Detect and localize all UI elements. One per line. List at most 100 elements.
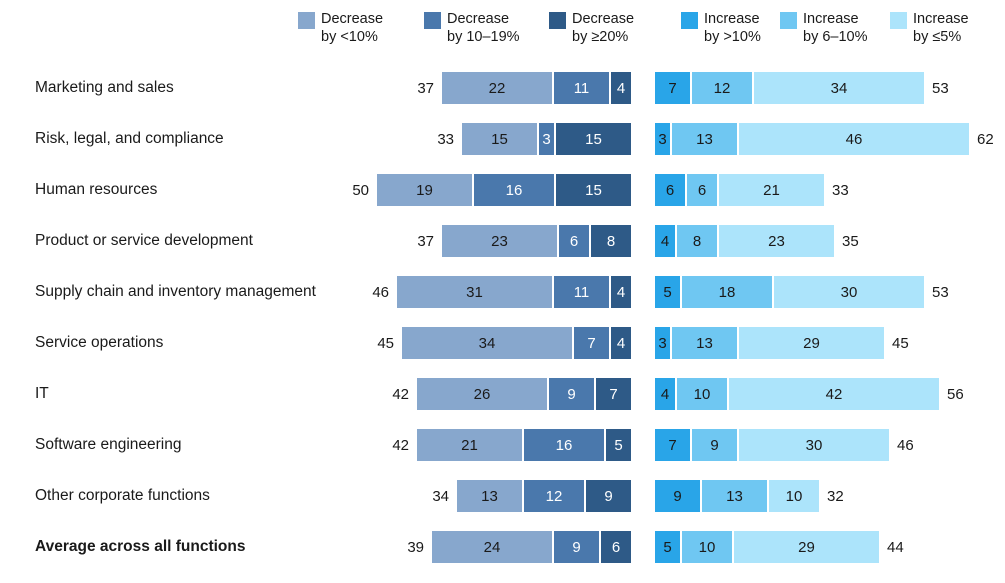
bar-segment-increase-2: 10 <box>682 531 732 563</box>
legend-swatch-increase-le5 <box>890 12 907 29</box>
bar-segment-increase-2: 18 <box>682 276 772 308</box>
increase-total: 53 <box>932 79 949 97</box>
row-label: IT <box>35 385 49 402</box>
chart-row: Human resources 50 19 16 15 6 6 21 33 <box>0 174 1005 206</box>
legend-label: Increase by ≤5% <box>913 11 969 45</box>
increase-total: 32 <box>827 487 844 505</box>
bar-segment-decrease-3: 15 <box>556 123 631 155</box>
bar-segment-decrease-1: 21 <box>417 429 522 461</box>
legend-item-increase-gt10: Increase by >10% <box>681 10 761 46</box>
row-label: Average across all functions <box>35 538 246 555</box>
decrease-bar-group: 46 31 11 4 <box>0 276 631 308</box>
bar-segment-increase-1: 5 <box>655 276 680 308</box>
chart-row: Average across all functions 39 24 9 6 5 10 29 4… <box>0 531 1005 563</box>
bar-segment-decrease-3: 9 <box>586 480 631 512</box>
bar-segment-increase-1: 5 <box>655 531 680 563</box>
decrease-total: 39 <box>407 538 424 556</box>
bar-segment-decrease-1: 31 <box>397 276 552 308</box>
decrease-bar-group: 33 15 3 15 <box>0 123 631 155</box>
legend-item-decrease-10-19: Decrease by 10–19% <box>424 10 520 46</box>
decrease-total: 45 <box>377 334 394 352</box>
increase-bar-group: 7 12 34 53 <box>655 72 949 104</box>
row-label: Service operations <box>35 334 164 351</box>
increase-total: 53 <box>932 283 949 301</box>
bar-segment-decrease-1: 13 <box>457 480 522 512</box>
bar-segment-decrease-3: 5 <box>606 429 631 461</box>
bar-segment-increase-1: 6 <box>655 174 685 206</box>
chart-row: Service operations 45 34 7 4 3 13 29 45 <box>0 327 1005 359</box>
decrease-total: 42 <box>392 385 409 403</box>
bar-segment-decrease-1: 15 <box>462 123 537 155</box>
decrease-total: 50 <box>352 181 369 199</box>
decrease-total: 37 <box>417 232 434 250</box>
decrease-total: 37 <box>417 79 434 97</box>
row-label: Risk, legal, and compliance <box>35 130 224 147</box>
bar-segment-decrease-1: 34 <box>402 327 572 359</box>
legend-item-decrease-lt10: Decrease by <10% <box>298 10 383 46</box>
bar-segment-decrease-2: 16 <box>474 174 554 206</box>
bar-segment-decrease-2: 9 <box>554 531 599 563</box>
increase-bar-group: 9 13 10 32 <box>655 480 844 512</box>
row-label: Marketing and sales <box>35 79 174 96</box>
row-label: Product or service development <box>35 232 253 249</box>
bar-segment-increase-3: 30 <box>774 276 924 308</box>
bar-segment-increase-2: 13 <box>702 480 767 512</box>
bar-segment-decrease-3: 8 <box>591 225 631 257</box>
increase-total: 46 <box>897 436 914 454</box>
decrease-bar-group: 39 24 9 6 <box>0 531 631 563</box>
bar-segment-increase-3: 29 <box>739 327 884 359</box>
chart-row: Product or service development 37 23 6 8 4 8 23… <box>0 225 1005 257</box>
chart-row: Software engineering 42 21 16 5 7 9 30 46 <box>0 429 1005 461</box>
bar-segment-decrease-1: 23 <box>442 225 557 257</box>
bar-segment-increase-1: 3 <box>655 123 670 155</box>
decrease-bar-group: 45 34 7 4 <box>0 327 631 359</box>
legend-swatch-increase-6-10 <box>780 12 797 29</box>
bar-segment-increase-2: 13 <box>672 327 737 359</box>
chart-row: IT 42 26 9 7 4 10 42 56 <box>0 378 1005 410</box>
legend-item-increase-6-10: Increase by 6–10% <box>780 10 868 46</box>
decrease-total: 34 <box>432 487 449 505</box>
legend-label: Increase by 6–10% <box>803 11 868 45</box>
legend-swatch-decrease-ge20 <box>549 12 566 29</box>
increase-total: 62 <box>977 130 994 148</box>
legend-swatch-increase-gt10 <box>681 12 698 29</box>
legend-label: Decrease by 10–19% <box>447 11 520 45</box>
legend-item-increase-le5: Increase by ≤5% <box>890 10 969 46</box>
bar-segment-decrease-1: 24 <box>432 531 552 563</box>
bar-segment-decrease-2: 11 <box>554 72 609 104</box>
increase-total: 35 <box>842 232 859 250</box>
increase-bar-group: 6 6 21 33 <box>655 174 849 206</box>
bar-segment-increase-3: 46 <box>739 123 969 155</box>
decrease-bar-group: 37 23 6 8 <box>0 225 631 257</box>
legend-swatch-decrease-10-19 <box>424 12 441 29</box>
increase-total: 56 <box>947 385 964 403</box>
increase-total: 45 <box>892 334 909 352</box>
decrease-total: 33 <box>437 130 454 148</box>
decrease-total: 46 <box>372 283 389 301</box>
bar-segment-decrease-1: 19 <box>377 174 472 206</box>
bar-segment-increase-3: 34 <box>754 72 924 104</box>
bar-segment-decrease-2: 3 <box>539 123 554 155</box>
bar-segment-increase-3: 29 <box>734 531 879 563</box>
bar-segment-decrease-3: 4 <box>611 327 631 359</box>
row-label: Supply chain and inventory management <box>35 283 316 300</box>
chart-row: Other corporate functions 34 13 12 9 9 13 10 32 <box>0 480 1005 512</box>
increase-bar-group: 7 9 30 46 <box>655 429 914 461</box>
bar-segment-decrease-3: 4 <box>611 276 631 308</box>
decrease-bar-group: 37 22 11 4 <box>0 72 631 104</box>
decrease-bar-group: 42 21 16 5 <box>0 429 631 461</box>
bar-segment-decrease-1: 22 <box>442 72 552 104</box>
bar-segment-increase-1: 7 <box>655 429 690 461</box>
increase-total: 33 <box>832 181 849 199</box>
increase-bar-group: 5 18 30 53 <box>655 276 949 308</box>
bar-segment-increase-1: 4 <box>655 225 675 257</box>
bar-segment-decrease-2: 16 <box>524 429 604 461</box>
row-label: Other corporate functions <box>35 487 210 504</box>
bar-segment-decrease-3: 4 <box>611 72 631 104</box>
bar-segment-increase-3: 23 <box>719 225 834 257</box>
legend-item-decrease-ge20: Decrease by ≥20% <box>549 10 634 46</box>
bar-segment-increase-2: 12 <box>692 72 752 104</box>
bar-segment-decrease-2: 7 <box>574 327 609 359</box>
row-label: Human resources <box>35 181 158 198</box>
legend-swatch-decrease-lt10 <box>298 12 315 29</box>
